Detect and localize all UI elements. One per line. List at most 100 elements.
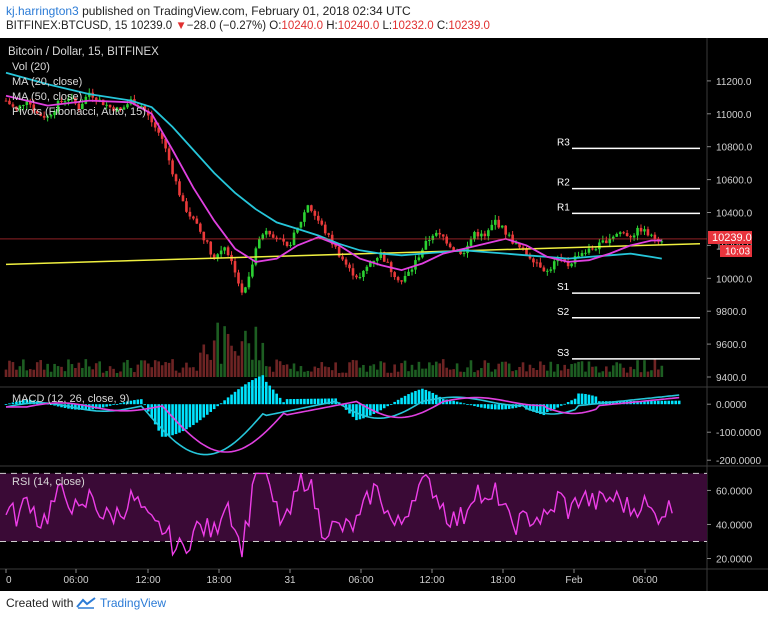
volume-bar xyxy=(466,367,469,377)
volume-bar xyxy=(431,365,435,377)
volume-bar xyxy=(341,372,344,377)
volume-bar xyxy=(476,370,480,377)
candle-body xyxy=(375,258,379,261)
volume-bar xyxy=(77,362,81,377)
volume-bar xyxy=(226,333,230,377)
volume-bar xyxy=(657,369,660,377)
macd-histogram-bar xyxy=(643,400,646,405)
macd-histogram-bar xyxy=(532,404,535,412)
volume-bar xyxy=(504,361,507,377)
volume-bar xyxy=(511,371,514,377)
volume-bar xyxy=(379,361,383,377)
volume-bar xyxy=(195,370,199,377)
candle-body xyxy=(507,234,511,236)
candle-body xyxy=(237,272,240,284)
volume-bar xyxy=(330,370,334,377)
macd-histogram-bar xyxy=(455,401,459,405)
close-value: 10239.0 xyxy=(448,20,490,32)
macd-histogram-bar xyxy=(115,403,119,405)
volume-bar xyxy=(382,362,386,377)
symbol-label: BITFINEX:BTCUSD, 15 xyxy=(6,20,128,32)
chart-svg[interactable]: R3 R2 R1 S1 S2 S3 11200.0 11000.0 10800.0 10600.… xyxy=(0,38,768,591)
volume-bar xyxy=(261,342,265,377)
open-label: O: xyxy=(269,20,282,32)
macd-histogram-bar xyxy=(94,404,98,409)
volume-bar xyxy=(587,361,591,377)
macd-histogram-bar xyxy=(393,401,396,405)
macd-histogram-bar xyxy=(431,392,435,405)
volume-bar xyxy=(629,366,632,377)
volume-bar xyxy=(497,363,501,377)
macd-histogram-bar xyxy=(556,404,560,408)
candle-body xyxy=(216,254,219,259)
volume-bar xyxy=(369,365,372,377)
volume-bar xyxy=(129,367,133,377)
macd-histogram-bar xyxy=(56,404,60,407)
volume-bar xyxy=(91,369,95,377)
volume-bar xyxy=(108,366,112,377)
volume-bar xyxy=(244,330,247,377)
macd-histogram-bar xyxy=(403,395,407,405)
macd-histogram-bar xyxy=(417,389,421,405)
macd-histogram-bar xyxy=(323,398,327,405)
volume-bar xyxy=(313,366,317,377)
macd-histogram-bar xyxy=(497,404,501,410)
macd-histogram-bar xyxy=(389,404,393,405)
volume-bar xyxy=(4,369,8,377)
macd-histogram-bar xyxy=(275,393,278,405)
macd-histogram-bar xyxy=(466,404,469,405)
publish-line: kj.harrington3 published on TradingView.… xyxy=(6,4,411,18)
author-link[interactable]: kj.harrington3 xyxy=(6,4,79,18)
volume-bar xyxy=(143,360,147,377)
time-tick-label: 31 xyxy=(284,575,296,586)
macd-histogram-bar xyxy=(566,402,570,405)
macd-histogram-bar xyxy=(500,404,504,410)
volume-bar xyxy=(219,363,223,377)
volume-bar xyxy=(556,364,560,377)
candle-body xyxy=(407,271,410,276)
volume-bar xyxy=(549,361,553,377)
tradingview-link[interactable]: TradingView xyxy=(76,596,166,610)
candle-body xyxy=(514,243,518,245)
volume-bar xyxy=(22,359,25,377)
candle-body xyxy=(334,244,337,247)
volume-bar xyxy=(275,359,278,377)
chart-area[interactable]: R3 R2 R1 S1 S2 S3 11200.0 11000.0 10800.0 10600.… xyxy=(0,38,768,591)
candle-body xyxy=(178,181,181,196)
candle-body xyxy=(299,221,303,228)
macd-histogram-bar xyxy=(84,404,88,410)
legend-pivots: Pivots (Fibonacci, Auto, 15) xyxy=(12,106,146,118)
candle-body xyxy=(244,287,247,293)
volume-bar xyxy=(317,367,320,377)
volume-bar xyxy=(580,361,584,377)
volume-bar xyxy=(115,372,119,377)
price-tick-label: 9800.0 xyxy=(716,307,747,318)
candle-body xyxy=(417,257,421,261)
ma50-line xyxy=(5,71,662,260)
time-badge-bg xyxy=(720,245,752,257)
candle-body xyxy=(63,101,67,103)
volume-bar xyxy=(618,363,622,377)
volume-bar xyxy=(237,355,240,377)
high-value: 10240.0 xyxy=(337,20,380,32)
candle-body xyxy=(605,240,608,244)
macd-histogram-bar xyxy=(219,403,223,405)
volume-bar xyxy=(559,370,563,377)
candle-body xyxy=(223,247,226,251)
pivot-label: S1 xyxy=(557,282,570,293)
volume-bar xyxy=(573,363,577,377)
candle-body xyxy=(112,107,115,112)
price-tick-label: 11000.0 xyxy=(716,110,752,121)
candle-body xyxy=(351,268,355,276)
candle-body xyxy=(362,270,365,278)
volume-bar xyxy=(441,359,445,377)
candle-body xyxy=(49,115,53,117)
volume-bar xyxy=(223,326,226,377)
macd-histogram-bar xyxy=(122,402,126,405)
macd-histogram-bar xyxy=(528,404,532,411)
candle-body xyxy=(573,256,577,264)
candle-body xyxy=(160,132,164,139)
macd-histogram-bar xyxy=(577,393,580,405)
published-text: published on TradingView.com, February 0… xyxy=(82,4,411,18)
candle-body xyxy=(403,275,407,282)
